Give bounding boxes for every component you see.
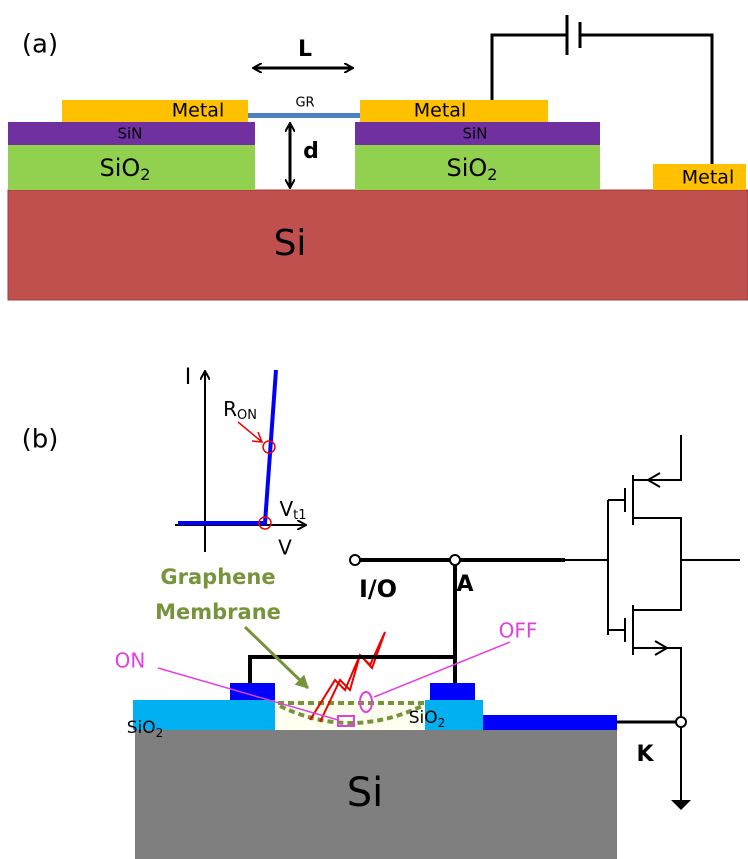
substrate-label: Si: [347, 770, 384, 816]
panel-b: (b) I V RON Vt1 SiO2 SiO2 Si: [22, 365, 740, 859]
formula: SiO: [447, 154, 488, 182]
formula: SiO: [100, 154, 141, 182]
membrane-label: Graphene: [160, 565, 275, 589]
ground: [671, 800, 691, 810]
axis-label: I: [185, 365, 192, 390]
subscript: 2: [487, 165, 497, 184]
subscript: t1: [293, 508, 306, 523]
off-label: OFF: [499, 619, 538, 643]
on-label: ON: [115, 649, 146, 673]
panel-a: (a) L GR d Metal Metal Metal SiN SiN SiO…: [8, 15, 748, 300]
subscript: 2: [438, 716, 446, 730]
metal-label: Metal: [414, 100, 466, 122]
axis-label: V: [278, 536, 292, 560]
panel-label: (b): [22, 425, 59, 455]
subscript: ON: [237, 408, 257, 423]
ron-label: RON: [223, 397, 257, 423]
formula: SiO: [409, 708, 438, 728]
wire: [492, 35, 567, 100]
symbol: V: [279, 497, 293, 521]
contact-pad: [430, 683, 475, 700]
sin-label: SiN: [118, 125, 143, 143]
node: [676, 717, 686, 727]
wire: [633, 648, 681, 717]
diagram: (a) L GR d Metal Metal Metal SiN SiN SiO…: [0, 0, 748, 859]
back-contact: [483, 715, 617, 730]
symbol: R: [223, 397, 237, 421]
threshold-label: Vt1: [279, 497, 306, 523]
subscript: 2: [156, 726, 164, 740]
membrane-label: Membrane: [155, 600, 281, 624]
substrate-label: Si: [274, 223, 307, 264]
metal-label: Metal: [172, 100, 224, 122]
formula: SiO: [127, 718, 156, 738]
panel-label: (a): [22, 30, 58, 60]
wire: [633, 518, 681, 610]
ron-arrow: [238, 422, 262, 442]
io-label: I/O: [359, 575, 397, 603]
gap-label: d: [303, 139, 319, 164]
node: [450, 555, 460, 565]
anode-label: A: [456, 572, 473, 597]
cathode-label: K: [636, 742, 654, 767]
sin-label: SiN: [463, 125, 488, 143]
length-label: L: [298, 37, 312, 62]
iv-curve: [178, 370, 276, 523]
metal-label: Metal: [682, 167, 734, 189]
node: [350, 555, 360, 565]
graphene: [248, 113, 360, 118]
si-substrate: [8, 190, 748, 300]
subscript: 2: [140, 165, 150, 184]
wire: [633, 435, 681, 480]
graphene-label: GR: [295, 96, 314, 111]
